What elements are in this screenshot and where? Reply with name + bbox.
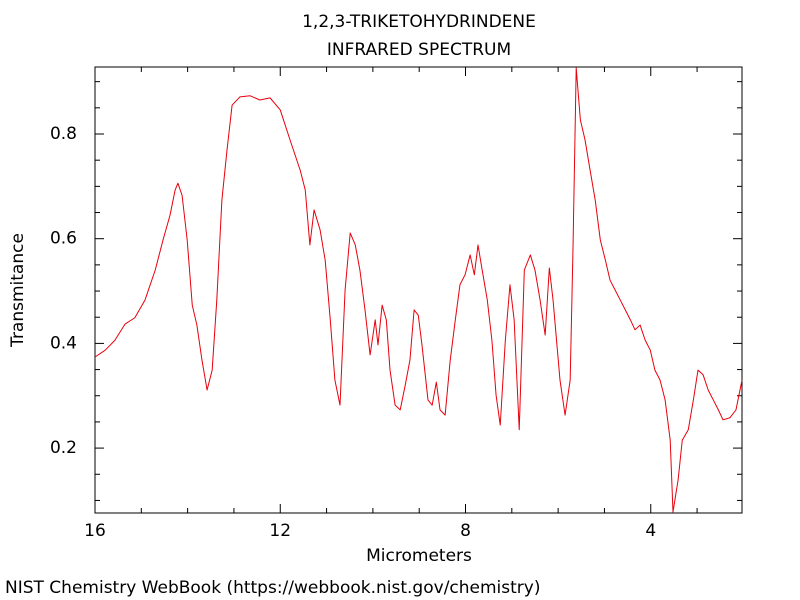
x-axis-label: Micrometers (366, 546, 472, 566)
y-axis-label: Transmitance (8, 233, 28, 348)
x-tick-label: 12 (269, 521, 291, 541)
footer: NIST Chemistry WebBook (https://webbook.… (5, 578, 540, 598)
y-tick-label: 0.4 (50, 333, 77, 353)
y-tick-label: 0.2 (50, 438, 77, 458)
x-tick-label: 16 (84, 521, 106, 541)
y-tick-label: 0.6 (50, 229, 77, 249)
x-tick-label: 4 (645, 521, 656, 541)
chart-title: 1,2,3-TRIKETOHYDRINDENE (302, 12, 536, 32)
y-tick-label: 0.8 (50, 124, 77, 144)
spectrum-line (94, 67, 743, 513)
chart-subtitle: INFRARED SPECTRUM (327, 40, 511, 60)
plot-frame (94, 66, 743, 514)
x-tick-label: 8 (460, 521, 471, 541)
